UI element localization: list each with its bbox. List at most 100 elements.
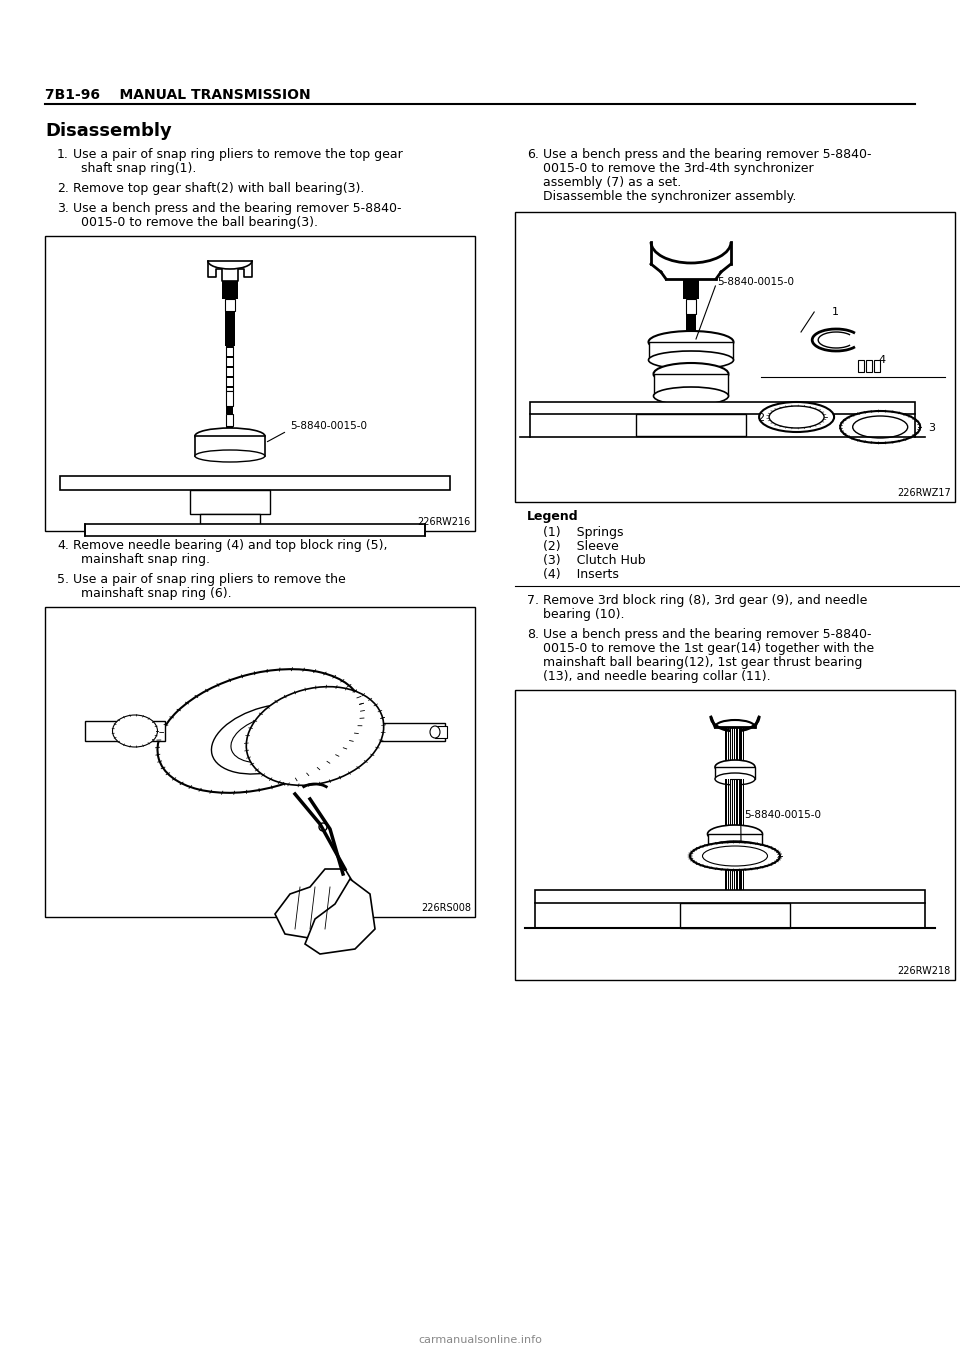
Bar xyxy=(435,727,447,737)
Bar xyxy=(515,212,955,502)
Bar xyxy=(530,402,915,414)
Bar xyxy=(227,346,233,348)
Text: Remove 3rd block ring (8), 3rd gear (9), and needle: Remove 3rd block ring (8), 3rd gear (9),… xyxy=(543,593,868,607)
Bar xyxy=(227,367,233,368)
Bar xyxy=(227,376,233,378)
Bar xyxy=(45,607,475,917)
Bar xyxy=(45,236,475,531)
Text: (2)    Sleeve: (2) Sleeve xyxy=(543,540,619,553)
Bar xyxy=(227,426,233,432)
Text: bearing (10).: bearing (10). xyxy=(543,608,625,621)
Text: mainshaft ball bearing(12), 1st gear thrust bearing: mainshaft ball bearing(12), 1st gear thr… xyxy=(543,656,862,669)
Bar xyxy=(738,779,740,834)
Ellipse shape xyxy=(649,350,733,369)
Ellipse shape xyxy=(157,669,363,793)
Bar xyxy=(227,386,233,388)
Bar xyxy=(649,342,733,360)
Ellipse shape xyxy=(715,773,755,785)
Bar xyxy=(535,889,925,903)
Bar xyxy=(728,870,729,889)
Bar xyxy=(686,314,696,340)
Text: Use a pair of snap ring pliers to remove the top gear: Use a pair of snap ring pliers to remove… xyxy=(73,148,403,162)
Circle shape xyxy=(319,823,327,831)
Bar xyxy=(736,779,737,834)
Text: 226RWZ17: 226RWZ17 xyxy=(898,488,951,498)
Bar xyxy=(866,360,873,372)
Text: 0015-0 to remove the 3rd-4th synchronizer: 0015-0 to remove the 3rd-4th synchronize… xyxy=(543,162,814,175)
Bar xyxy=(743,870,744,889)
Bar xyxy=(732,870,733,889)
Ellipse shape xyxy=(703,846,767,866)
Text: Legend: Legend xyxy=(527,511,579,523)
Bar xyxy=(734,779,735,834)
Bar xyxy=(225,299,235,311)
Text: 5-8840-0015-0: 5-8840-0015-0 xyxy=(290,421,367,430)
Bar xyxy=(726,779,727,834)
Text: 226RW218: 226RW218 xyxy=(898,966,951,976)
Text: Use a bench press and the bearing remover 5-8840-: Use a bench press and the bearing remove… xyxy=(543,627,872,641)
Ellipse shape xyxy=(195,449,265,462)
Bar xyxy=(741,727,742,767)
Bar xyxy=(345,722,445,741)
Bar xyxy=(227,414,233,426)
Bar xyxy=(227,391,233,406)
Ellipse shape xyxy=(649,331,733,353)
Ellipse shape xyxy=(654,363,729,386)
Text: 226RW216: 226RW216 xyxy=(418,517,471,527)
Bar xyxy=(730,727,740,767)
Bar xyxy=(858,360,864,372)
Text: 4.: 4. xyxy=(57,539,69,551)
Text: 5.: 5. xyxy=(57,573,69,587)
Bar xyxy=(875,360,880,372)
Bar xyxy=(732,779,733,834)
Ellipse shape xyxy=(654,387,729,405)
Text: Remove top gear shaft(2) with ball bearing(3).: Remove top gear shaft(2) with ball beari… xyxy=(73,182,365,196)
Text: 1.: 1. xyxy=(57,148,69,162)
Text: 0015-0 to remove the ball bearing(3).: 0015-0 to remove the ball bearing(3). xyxy=(73,216,318,230)
Bar xyxy=(732,727,733,767)
Bar xyxy=(227,406,233,414)
Text: mainshaft snap ring (6).: mainshaft snap ring (6). xyxy=(73,587,231,600)
Text: 7.: 7. xyxy=(527,593,539,607)
Ellipse shape xyxy=(840,411,921,443)
Text: carmanualsonline.info: carmanualsonline.info xyxy=(418,1335,542,1344)
Text: Disassembly: Disassembly xyxy=(45,122,172,140)
Bar xyxy=(730,779,731,834)
Ellipse shape xyxy=(231,716,309,763)
Text: 6.: 6. xyxy=(527,148,539,162)
Ellipse shape xyxy=(211,703,328,774)
Bar xyxy=(195,436,265,456)
Bar xyxy=(734,870,735,889)
Text: shaft snap ring(1).: shaft snap ring(1). xyxy=(73,162,197,175)
Bar xyxy=(726,870,727,889)
Text: (4)    Inserts: (4) Inserts xyxy=(543,568,619,581)
Text: 2: 2 xyxy=(757,413,764,422)
Bar xyxy=(222,281,238,299)
Bar xyxy=(734,727,735,767)
Text: assembly (7) as a set.: assembly (7) as a set. xyxy=(543,177,682,189)
Ellipse shape xyxy=(430,727,440,737)
Bar xyxy=(730,870,731,889)
Ellipse shape xyxy=(759,402,834,432)
Bar xyxy=(730,870,740,889)
Text: 1: 1 xyxy=(831,307,839,316)
Ellipse shape xyxy=(708,826,762,843)
Text: 4: 4 xyxy=(878,354,885,365)
Bar xyxy=(743,727,744,767)
Bar xyxy=(741,779,742,834)
Bar xyxy=(738,870,740,889)
Text: 3.: 3. xyxy=(57,202,69,215)
Text: (3)    Clutch Hub: (3) Clutch Hub xyxy=(543,554,646,568)
Ellipse shape xyxy=(769,406,824,428)
Bar xyxy=(227,356,233,359)
Text: Use a bench press and the bearing remover 5-8840-: Use a bench press and the bearing remove… xyxy=(73,202,401,215)
Bar xyxy=(515,690,955,980)
Bar xyxy=(708,834,762,849)
Bar xyxy=(683,278,699,299)
Text: Use a bench press and the bearing remover 5-8840-: Use a bench press and the bearing remove… xyxy=(543,148,872,162)
Text: 5-8840-0015-0: 5-8840-0015-0 xyxy=(717,277,795,287)
Bar xyxy=(730,779,740,834)
Bar xyxy=(736,727,737,767)
Bar xyxy=(686,299,696,314)
Bar xyxy=(636,414,746,436)
